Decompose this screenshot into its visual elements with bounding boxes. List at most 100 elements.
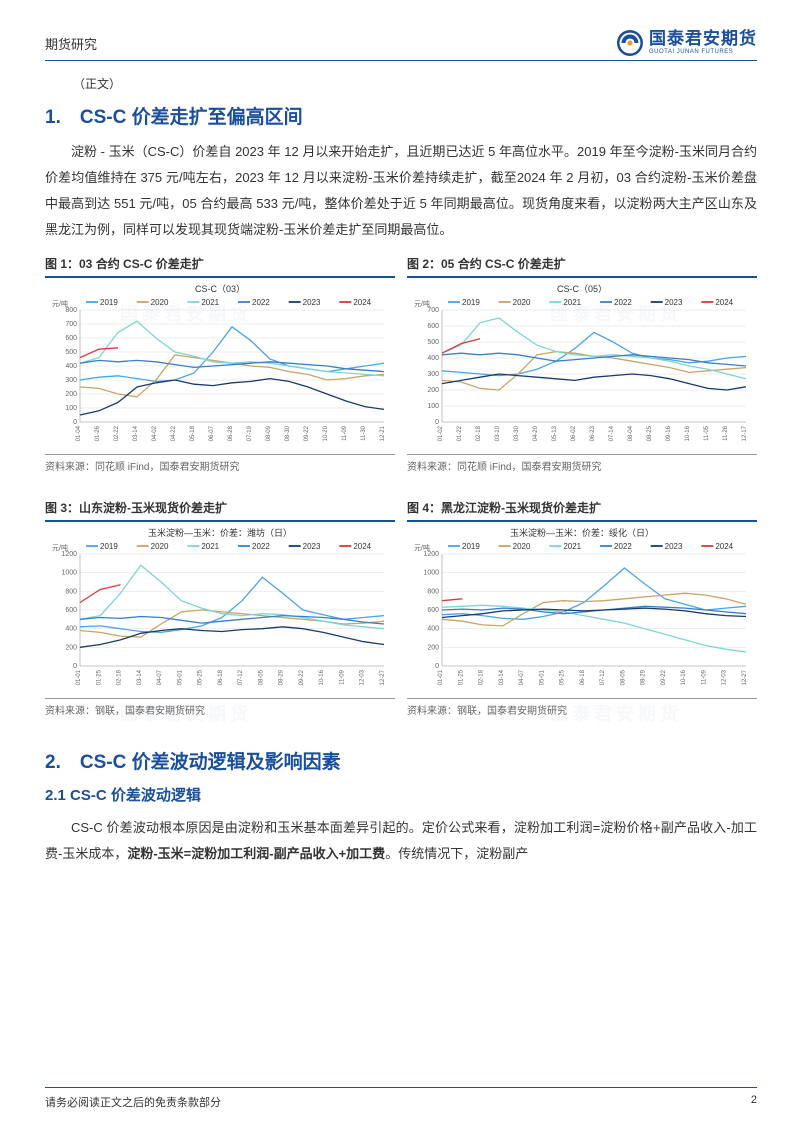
svg-text:08-09: 08-09 [266, 425, 272, 441]
svg-text:0: 0 [73, 663, 77, 670]
svg-text:12-21: 12-21 [380, 425, 386, 441]
svg-text:04-22: 04-22 [171, 425, 177, 441]
svg-text:06-07: 06-07 [209, 425, 215, 441]
svg-text:2024: 2024 [353, 542, 371, 551]
svg-text:2022: 2022 [252, 298, 270, 307]
svg-text:200: 200 [427, 644, 439, 651]
svg-text:10-16: 10-16 [319, 669, 325, 685]
page-footer: 请务必阅读正文之后的免责条款部分 2 [45, 1087, 757, 1110]
chart-2-title: 图 2：05 合约 CS-C 价差走扩 [407, 255, 757, 278]
svg-text:600: 600 [65, 607, 77, 614]
svg-text:2023: 2023 [303, 298, 321, 307]
svg-text:10-20: 10-20 [323, 425, 329, 441]
chart-2-source: 资料来源：同花顺 iFind，国泰君安期货研究 [407, 454, 757, 473]
chart-2: 图 2：05 合约 CS-C 价差走扩 CS-C（05）元/吨201920202… [407, 255, 757, 495]
chart-4-svg: 玉米淀粉—玉米：价差：绥化（日）元/吨201920202021202220232… [407, 526, 757, 696]
svg-text:12-03: 12-03 [722, 669, 728, 685]
svg-text:800: 800 [65, 588, 77, 595]
svg-text:01-04: 01-04 [76, 425, 82, 441]
svg-text:2023: 2023 [665, 542, 683, 551]
svg-text:CS-C（05）: CS-C（05） [557, 284, 607, 294]
svg-text:700: 700 [65, 321, 77, 328]
svg-text:08-05: 08-05 [258, 669, 264, 685]
footer-disclaimer: 请务必阅读正文之后的免责条款部分 [45, 1094, 221, 1110]
chart-2-svg: CS-C（05）元/吨20192020202120222023202401002… [407, 282, 757, 452]
svg-text:04-20: 04-20 [533, 425, 539, 441]
svg-text:09-22: 09-22 [661, 669, 667, 685]
svg-text:2024: 2024 [715, 542, 733, 551]
svg-text:08-30: 08-30 [285, 425, 291, 441]
body-note: （正文） [73, 75, 757, 92]
svg-text:0: 0 [73, 419, 77, 426]
svg-text:07-12: 07-12 [600, 669, 606, 685]
svg-text:11-30: 11-30 [361, 425, 367, 441]
svg-text:200: 200 [65, 391, 77, 398]
page-header: 期货研究 国泰君安期货 GUOTAI JUNAN FUTURES [45, 30, 757, 61]
svg-text:10-16: 10-16 [685, 425, 691, 441]
svg-text:09-22: 09-22 [304, 425, 310, 441]
svg-text:08-29: 08-29 [279, 669, 285, 685]
chart-1-source: 资料来源：同花顺 iFind，国泰君安期货研究 [45, 454, 395, 473]
chart-1-svg: CS-C（03）元/吨20192020202120222023202401002… [45, 282, 395, 452]
svg-text:03-14: 03-14 [137, 669, 143, 685]
svg-text:04-07: 04-07 [157, 669, 163, 685]
svg-text:400: 400 [65, 363, 77, 370]
svg-text:600: 600 [65, 335, 77, 342]
svg-text:1200: 1200 [61, 551, 77, 558]
svg-text:2022: 2022 [614, 298, 632, 307]
svg-text:05-01: 05-01 [539, 669, 545, 685]
svg-text:02-22: 02-22 [114, 425, 120, 441]
svg-text:09-16: 09-16 [666, 425, 672, 441]
svg-text:0: 0 [435, 663, 439, 670]
svg-text:300: 300 [65, 377, 77, 384]
logo-text-en: GUOTAI JUNAN FUTURES [649, 49, 757, 56]
svg-text:06-02: 06-02 [571, 425, 577, 441]
svg-text:05-01: 05-01 [177, 669, 183, 685]
chart-4: 图 4：黑龙江淀粉-玉米现货价差走扩 玉米淀粉—玉米：价差：绥化（日）元/吨20… [407, 499, 757, 739]
svg-text:08-04: 08-04 [628, 425, 634, 441]
svg-text:2022: 2022 [252, 542, 270, 551]
svg-text:01-26: 01-26 [95, 425, 101, 441]
svg-text:2019: 2019 [462, 542, 480, 551]
chart-1-title: 图 1：03 合约 CS-C 价差走扩 [45, 255, 395, 278]
svg-text:2021: 2021 [563, 542, 581, 551]
svg-text:12-27: 12-27 [380, 669, 386, 685]
svg-text:2022: 2022 [614, 542, 632, 551]
svg-text:02-18: 02-18 [476, 425, 482, 441]
svg-text:07-14: 07-14 [609, 425, 615, 441]
svg-text:2021: 2021 [201, 542, 219, 551]
svg-text:08-25: 08-25 [647, 425, 653, 441]
svg-text:2020: 2020 [151, 298, 169, 307]
charts-row-1: 图 1：03 合约 CS-C 价差走扩 CS-C（03）元/吨201920202… [45, 255, 757, 495]
svg-text:玉米淀粉—玉米：价差：潍坊（日）: 玉米淀粉—玉米：价差：潍坊（日） [148, 527, 292, 538]
svg-text:08-29: 08-29 [641, 669, 647, 685]
svg-text:11-26: 11-26 [723, 425, 729, 441]
svg-text:02-18: 02-18 [479, 669, 485, 685]
svg-text:01-25: 01-25 [96, 669, 102, 685]
svg-text:玉米淀粉—玉米：价差：绥化（日）: 玉米淀粉—玉米：价差：绥化（日） [510, 527, 654, 538]
svg-text:06-28: 06-28 [228, 425, 234, 441]
svg-text:400: 400 [427, 355, 439, 362]
svg-text:01-02: 01-02 [438, 425, 444, 441]
section1-paragraph: 淀粉 - 玉米（CS-C）价差自 2023 年 12 月以来开始走扩，且近期已达… [45, 139, 757, 243]
svg-text:11-05: 11-05 [704, 425, 710, 441]
svg-text:11-09: 11-09 [342, 425, 348, 441]
svg-text:400: 400 [65, 626, 77, 633]
svg-text:12-03: 12-03 [360, 669, 366, 685]
svg-text:500: 500 [427, 339, 439, 346]
logo-icon [617, 30, 643, 56]
svg-text:05-25: 05-25 [560, 669, 566, 685]
para-bold: 淀粉-玉米=淀粉加工利润-副产品收入+加工费 [127, 846, 385, 861]
svg-text:03-10: 03-10 [495, 425, 501, 441]
svg-text:11-09: 11-09 [339, 669, 345, 685]
footer-page-number: 2 [751, 1094, 757, 1110]
svg-text:800: 800 [427, 588, 439, 595]
svg-text:2019: 2019 [462, 298, 480, 307]
company-logo: 国泰君安期货 GUOTAI JUNAN FUTURES [617, 30, 757, 56]
para-suffix: 。传统情况下，淀粉副产 [385, 846, 528, 861]
svg-text:01-01: 01-01 [76, 669, 82, 685]
chart-3-svg: 玉米淀粉—玉米：价差：潍坊（日）元/吨201920202021202220232… [45, 526, 395, 696]
svg-text:07-12: 07-12 [238, 669, 244, 685]
svg-text:700: 700 [427, 307, 439, 314]
svg-text:05-18: 05-18 [190, 425, 196, 441]
